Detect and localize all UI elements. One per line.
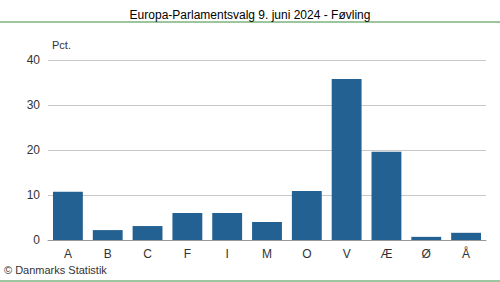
svg-text:Pct.: Pct. [52,39,71,51]
svg-text:Ø: Ø [422,247,431,261]
svg-text:I: I [226,247,229,261]
svg-text:C: C [143,247,152,261]
svg-text:A: A [64,247,72,261]
svg-text:20: 20 [27,143,41,157]
svg-text:O: O [302,247,311,261]
svg-text:© Danmarks Statistik: © Danmarks Statistik [4,264,107,276]
svg-text:Æ: Æ [380,247,392,261]
svg-text:V: V [343,247,351,261]
svg-text:30: 30 [27,98,41,112]
svg-text:F: F [184,247,191,261]
svg-text:Europa-Parlamentsvalg 9. juni: Europa-Parlamentsvalg 9. juni 2024 - Føv… [130,8,371,22]
svg-text:40: 40 [27,53,41,67]
svg-text:10: 10 [27,188,41,202]
svg-text:0: 0 [33,233,40,247]
svg-text:B: B [104,247,112,261]
svg-text:M: M [262,247,272,261]
svg-text:Å: Å [462,246,470,261]
